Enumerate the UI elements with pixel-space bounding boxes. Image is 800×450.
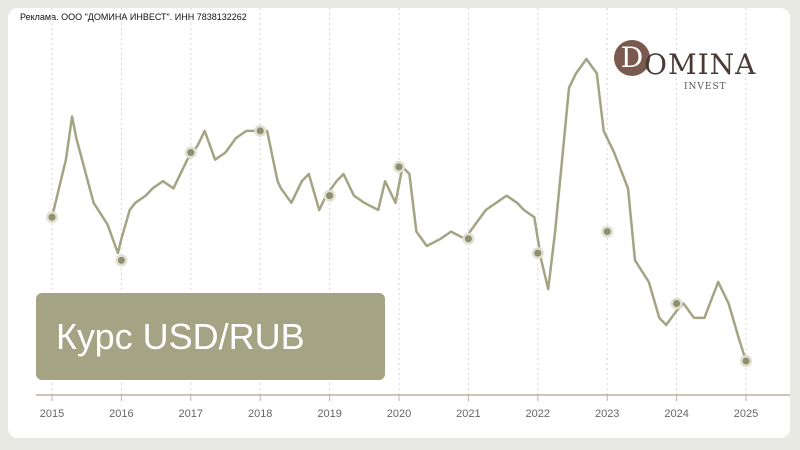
logo-wordmark: OMINA	[644, 48, 757, 81]
x-tick-label-2022: 2022	[526, 408, 550, 420]
data-point-2025	[742, 357, 750, 365]
domina-logo: D OMINA INVEST	[614, 40, 774, 96]
x-tick-label-2017: 2017	[179, 408, 203, 420]
x-tick-label-2024: 2024	[664, 408, 688, 420]
series-line-usd-rub	[50, 57, 748, 363]
data-point-2024	[673, 299, 681, 307]
x-tick-label-2015: 2015	[40, 408, 64, 420]
data-point-2019	[326, 192, 334, 200]
x-tick-label-2018: 2018	[248, 408, 272, 420]
x-tick-label-2025: 2025	[734, 408, 758, 420]
logo-mark: D	[614, 40, 650, 76]
data-point-2021	[464, 235, 472, 243]
ad-disclaimer: Реклама. ООО "ДОМИНА ИНВЕСТ". ИНН 783813…	[20, 12, 247, 22]
data-point-2016	[117, 256, 125, 264]
data-point-2023	[603, 228, 611, 236]
x-tick-label-2023: 2023	[595, 408, 619, 420]
logo-subtitle: INVEST	[684, 82, 727, 92]
data-point-2015	[48, 213, 56, 221]
chart-card: Реклама. ООО "ДОМИНА ИНВЕСТ". ИНН 783813…	[8, 8, 790, 438]
x-tick-label-2019: 2019	[317, 408, 341, 420]
chart-title-box: Курс USD/RUB	[36, 293, 385, 380]
x-tick-label-2020: 2020	[387, 408, 411, 420]
data-point-2020	[395, 163, 403, 171]
x-tick-label-2021: 2021	[456, 408, 480, 420]
line-chart: 2015 2016 2017 2018 2019 2020 2021 2022 2023 2024…	[36, 8, 790, 420]
data-point-2022	[534, 249, 542, 257]
data-point-2018	[256, 127, 264, 135]
data-point-2017	[187, 148, 195, 156]
chart-title: Курс USD/RUB	[56, 316, 305, 357]
x-tick-label-2016: 2016	[109, 408, 133, 420]
